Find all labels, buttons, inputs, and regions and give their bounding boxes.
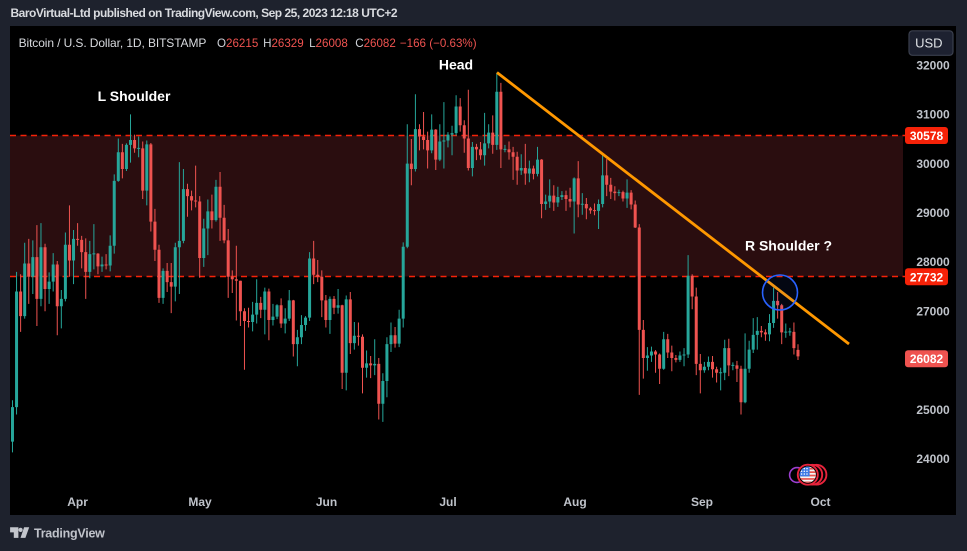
svg-text:27000: 27000 <box>916 304 950 318</box>
svg-text:Jul: Jul <box>439 495 456 509</box>
svg-text:BaroVirtual-Ltd published on T: BaroVirtual-Ltd published on TradingView… <box>11 6 398 20</box>
svg-text:L Shoulder: L Shoulder <box>98 88 171 104</box>
svg-text:25000: 25000 <box>916 403 950 417</box>
svg-text:Oct: Oct <box>810 495 830 509</box>
svg-text:Head: Head <box>439 57 473 73</box>
svg-text:O26215: O26215 <box>217 37 258 50</box>
svg-text:32000: 32000 <box>916 58 950 72</box>
svg-text:Sep: Sep <box>691 495 713 509</box>
svg-text:−166 (−0.63%): −166 (−0.63%) <box>400 37 477 50</box>
svg-text:Apr: Apr <box>67 495 88 509</box>
svg-text:27732: 27732 <box>910 270 944 284</box>
svg-text:30000: 30000 <box>916 157 950 171</box>
svg-text:TradingView: TradingView <box>34 527 105 541</box>
svg-text:30578: 30578 <box>910 129 944 143</box>
svg-text:24000: 24000 <box>916 452 950 466</box>
svg-text:Aug: Aug <box>563 495 586 509</box>
svg-text:C26082: C26082 <box>355 37 396 50</box>
svg-text:H26329: H26329 <box>263 37 304 50</box>
svg-text:29000: 29000 <box>916 206 950 220</box>
svg-text:Bitcoin / U.S. Dollar, 1D, BIT: Bitcoin / U.S. Dollar, 1D, BITSTAMP <box>19 36 207 50</box>
svg-text:R Shoulder ?: R Shoulder ? <box>745 238 832 254</box>
svg-text:May: May <box>188 495 212 509</box>
svg-text:USD: USD <box>915 36 942 51</box>
svg-text:L26008: L26008 <box>309 37 348 50</box>
svg-text:31000: 31000 <box>916 108 950 122</box>
svg-text:Jun: Jun <box>316 495 337 509</box>
svg-text:28000: 28000 <box>916 255 950 269</box>
svg-text:26082: 26082 <box>910 352 944 366</box>
